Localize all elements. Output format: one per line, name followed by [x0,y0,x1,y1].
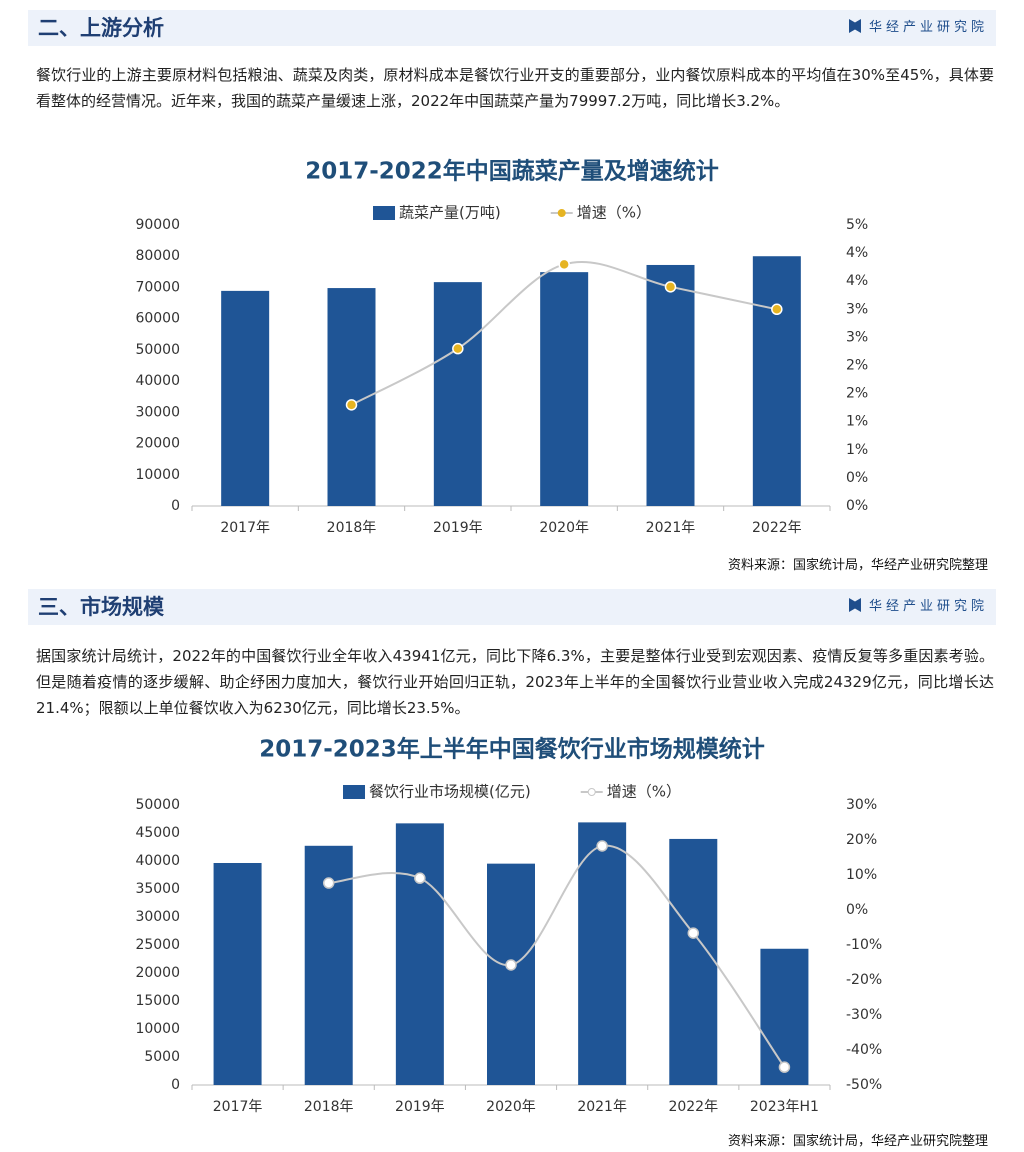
legend-swatch [587,788,596,796]
brand-text: 华经产业研究院 [868,599,988,614]
x-tick-label: 2019年 [395,1099,445,1115]
bar [433,282,482,506]
y2-tick-label: 3% [846,329,868,345]
y-tick-label: 5000 [144,1049,180,1065]
x-tick-label: 2021年 [646,520,696,536]
line-marker [414,872,426,884]
x-tick-label: 2018年 [327,520,377,536]
source: 资料来源：国家统计局，华经产业研究院整理 [727,1134,988,1149]
y-tick-label: 90000 [135,217,180,233]
line-marker [345,399,358,411]
x-tick-label: 2020年 [539,520,589,536]
y2-tick-label: 0% [846,498,868,514]
y-tick-label: 40000 [135,853,180,869]
line-marker [505,959,517,971]
paragraph: 餐饮行业的上游主要原材料包括粮油、蔬菜及肉类，原材料成本是餐饮行业开支的重要部分… [36,66,994,110]
y-tick-label: 0 [171,498,180,514]
bar [578,822,627,1085]
line-marker [687,927,700,939]
x-tick-label: 2020年 [486,1099,536,1115]
y-tick-label: 50000 [135,797,180,813]
bar [221,290,270,506]
y2-tick-label: 1% [846,414,868,430]
legend-label: 餐饮行业市场规模(亿元) [369,783,531,801]
line-marker [596,840,608,852]
brand: 华经产业研究院 [848,589,988,625]
bar [540,272,589,506]
x-tick-label: 2021年 [577,1099,627,1115]
line-marker [664,281,677,293]
y-tick-label: 45000 [135,825,180,841]
legend-swatch [373,206,396,220]
y2-tick-label: 3% [846,301,868,317]
chart-title: 2017-2023年上半年中国餐饮行业市场规模统计 [259,736,765,763]
y-tick-label: 25000 [135,937,180,953]
bar [646,264,695,506]
paragraph: 据国家统计局统计，2022年的中国餐饮行业全年收入43941亿元，同比下降6.3… [36,647,994,717]
y2-tick-label: -40% [846,1042,882,1058]
legend-label: 增速（%） [577,204,651,222]
source: 资料来源：国家统计局，华经产业研究院整理 [727,558,988,573]
section-header: 三、市场规模 华经产业研究院 [28,589,996,625]
y2-tick-label: -10% [846,937,882,953]
line-marker [778,1061,791,1073]
section-heading: 三、市场规模 [38,595,164,619]
y2-tick-label: 2% [846,386,868,402]
y-tick-label: 30000 [135,404,180,420]
line-marker [771,303,783,316]
y2-tick-label: -30% [846,1007,882,1023]
section-heading: 二、上游分析 [38,16,164,40]
bar [752,256,801,506]
y2-tick-label: -20% [846,972,882,988]
y2-tick-label: -50% [846,1077,882,1093]
chart-title: 2017-2022年中国蔬菜产量及增速统计 [305,158,719,185]
x-tick-label: 2022年 [668,1099,718,1115]
x-tick-label: 2017年 [213,1099,263,1115]
line-marker [322,877,335,889]
y2-tick-label: 4% [846,273,868,289]
x-tick-label: 2022年 [752,520,802,536]
x-tick-label: 2019年 [433,520,483,536]
line-marker [452,342,464,355]
legend-swatch [343,785,366,799]
legend-swatch [557,209,566,217]
y-tick-label: 15000 [135,993,180,1009]
y2-tick-label: 2% [846,358,868,374]
y-tick-label: 70000 [135,279,180,295]
y-tick-label: 80000 [135,248,180,264]
y-tick-label: 40000 [135,373,180,389]
x-tick-label: 2018年 [304,1099,354,1115]
y2-tick-label: 1% [846,442,868,458]
brand: 华经产业研究院 [848,10,988,46]
y2-tick-label: 20% [846,832,877,848]
y-tick-label: 0 [171,1077,180,1093]
line-marker [558,258,570,271]
y2-tick-label: 30% [846,797,877,813]
x-tick-label: 2017年 [220,520,270,536]
y-tick-label: 20000 [135,965,180,981]
y-tick-label: 60000 [135,311,180,327]
y-tick-label: 30000 [135,909,180,925]
y-tick-label: 20000 [135,436,180,452]
section-header: 二、上游分析 华经产业研究院 [28,10,996,46]
bar [669,838,718,1085]
y-tick-label: 50000 [135,342,180,358]
bar [395,823,444,1085]
bar [487,863,535,1085]
y-tick-label: 10000 [135,467,180,483]
y2-tick-label: 0% [846,470,868,486]
y-tick-label: 10000 [135,1021,180,1037]
x-tick-label: 2023年H1 [750,1099,819,1115]
y2-tick-label: 4% [846,245,868,261]
legend-label: 增速（%） [607,783,681,801]
legend-label: 蔬菜产量(万吨) [399,204,501,222]
bar [213,862,262,1085]
y2-tick-label: 0% [846,902,868,918]
y2-tick-label: 5% [846,217,868,233]
y2-tick-label: 10% [846,867,877,883]
y-tick-label: 35000 [135,881,180,897]
brand-text: 华经产业研究院 [868,20,988,35]
